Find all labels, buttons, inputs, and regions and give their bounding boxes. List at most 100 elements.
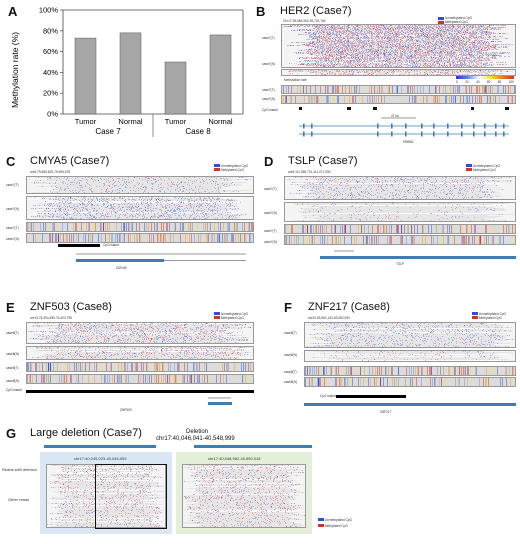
panel-f-label: F: [284, 300, 292, 315]
panel-d-track-label-4: case7(N): [264, 240, 277, 244]
panel-b-title: HER2 (Case7): [280, 5, 352, 17]
panel-c-reads-normal: [26, 196, 254, 220]
panel-f-track-label-2: case8(N): [284, 353, 297, 357]
panel-g-right-coords: chr17:40,548,962-40,550,018: [208, 456, 261, 461]
panel-g-label: G: [6, 426, 17, 441]
panel-c-track-label-1: case7(T): [6, 183, 19, 187]
panel-g-deletion-label: Deletion: [186, 429, 209, 435]
panel-b-track-label-1: case7(T): [262, 36, 275, 40]
panel-d-title: TSLP (Case7): [288, 155, 358, 167]
panel-f-cpg-label: CpG island: [320, 394, 336, 398]
x-tick-label: Normal: [208, 117, 233, 126]
panel-f-track-label-1: case8(T): [284, 331, 297, 335]
panel-f-coords: chr20:53,561,143-53,582,930: [308, 316, 350, 320]
panel-c-rate-tumor: [26, 222, 254, 232]
bar-tumor-case8: [164, 61, 187, 115]
panel-d-rate-tumor: [284, 224, 516, 234]
panel-b-gene-name: ERBB2: [403, 140, 414, 144]
methylation-color-scale: [456, 76, 514, 79]
panel-e-track-label-2: case8(N): [6, 352, 19, 356]
panel-e-reads-tumor: [26, 322, 254, 344]
panel-d-legend: Unmethylated CpG Methylated CpG: [466, 164, 500, 172]
panel-f-gene-bar: [304, 403, 516, 406]
y-tick-label: 40%: [43, 68, 58, 77]
panel-g-left-coords: chr17:40,045,023-40,046,059: [74, 456, 127, 461]
panel-c-track-label-4: case7(N): [6, 237, 19, 241]
y-tick-label: 0%: [47, 110, 58, 119]
y-tick-label: 100%: [39, 6, 59, 15]
panel-e-gene-model: [208, 397, 232, 405]
panel-g-deletion-outline: [95, 464, 167, 529]
panel-a-label: A: [8, 4, 18, 19]
panel-g-title: Large deletion (Case7): [30, 427, 142, 439]
panel-b-track-label-2: case7(N): [262, 62, 275, 66]
panel-b-reads-normal: [281, 69, 516, 76]
panel-b-rate-tumor: [281, 85, 516, 94]
panel-e-legend: Unmethylated CpG Methylated CpG: [214, 312, 248, 320]
panel-f-rate-normal: [304, 377, 516, 387]
panel-b-scale-length: 47 kb: [391, 114, 399, 118]
panel-d-reads-normal: [284, 202, 516, 222]
panel-b-cpg-label: CpG island: [262, 108, 278, 112]
panel-e-cpg-island: [26, 390, 254, 393]
panel-d-gene-model: [320, 250, 516, 259]
panel-e-cpg-label: CpG island: [6, 388, 22, 392]
panel-a-bar-chart: Methylation rate (%) 0%20%40%60%80%100% …: [10, 6, 244, 137]
panel-b-rate-label-2: case7(N): [262, 97, 275, 101]
y-tick-label: 80%: [43, 26, 58, 35]
x-tick-label: Tumor: [75, 117, 97, 126]
panel-b-legend: Unmethylated CpG Methylated CpG: [438, 16, 472, 24]
panel-d-track-label-2: case7(N): [264, 211, 277, 215]
methylation-rate-label: Methylation rate: [284, 78, 307, 82]
panel-e-track-label-4: case8(N): [6, 379, 19, 383]
panel-g-chrom-bar-left: [44, 445, 156, 448]
y-tick-label: 20%: [43, 89, 58, 98]
panel-c-title: CMYA5 (Case7): [30, 155, 110, 167]
bar-tumor-case7: [74, 37, 97, 115]
panel-f-reads-tumor: [304, 322, 516, 348]
panel-e-gene-name: ZNF503: [120, 408, 132, 412]
panel-e-track-label-1: case8(T): [6, 331, 19, 335]
bar-normal-case8: [209, 34, 232, 115]
panel-c-gene-model: [76, 253, 246, 262]
panel-f-rate-tumor: [304, 366, 516, 376]
scale-ticks: 0 20 40 60 80 100: [456, 80, 514, 84]
panel-f-track-label-3: case8(T): [284, 370, 297, 374]
panel-d-coords: chr5:111,069,701-111,071,050: [288, 170, 331, 174]
panel-f-reads-normal: [304, 350, 516, 362]
panel-g-chrom-bar-right: [194, 445, 312, 448]
panel-c-track-label-3: case7(T): [6, 226, 19, 230]
reads-with-deletion-label: Reads with deletion: [2, 467, 37, 472]
x-tick-label: Tumor: [165, 117, 187, 126]
panel-c-cpg-label: CpG island: [103, 243, 119, 247]
panel-c-gene-name: CMYA5: [116, 266, 127, 270]
panel-d-rate-normal: [284, 235, 516, 245]
panel-g-right-reads: [182, 464, 306, 528]
meth-swatch: [438, 20, 444, 24]
x-tick-label: Normal: [118, 117, 143, 126]
panel-g-legend: Unmethylated CpG Methylated CpG: [318, 518, 352, 528]
panel-f-legend: Unmethylated CpG Methylated CpG: [472, 312, 506, 320]
panel-b-rate-normal: [281, 95, 516, 104]
panel-f-track-label-4: case8(N): [284, 380, 297, 384]
panel-c-legend: Unmethylated CpG Methylated CpG: [214, 164, 248, 172]
legend-unmeth-text: Unmethylated CpG: [444, 16, 472, 20]
panel-c-coords: chr5:79,685,625-79,695,678: [30, 170, 71, 174]
panel-e-title: ZNF503 (Case8): [30, 301, 112, 313]
panel-e-track-label-3: case8(T): [6, 366, 19, 370]
panel-e-label: E: [6, 300, 15, 315]
panel-f-title: ZNF217 (Case8): [308, 301, 390, 313]
legend-meth-text: Methylated CpG: [444, 20, 468, 24]
panel-d-gene-name: TSLP: [396, 262, 404, 266]
panel-c-reads-tumor: [26, 176, 254, 194]
unmeth-swatch: [438, 16, 444, 20]
panel-e-rate-normal: [26, 374, 254, 384]
panel-g-deletion-coords: chr17:40,046,041-40,548,999: [156, 436, 235, 442]
panel-d-reads-tumor: [284, 176, 516, 200]
panel-d-label: D: [264, 154, 274, 169]
panel-c-label: C: [6, 154, 16, 169]
panel-f-cpg-island: [336, 395, 406, 398]
group-label-case7: Case 7: [95, 127, 121, 136]
panel-b-coords: Chr17:39,684,904-39,732,764: [283, 19, 326, 23]
panel-c-cpg-island: [58, 244, 100, 247]
